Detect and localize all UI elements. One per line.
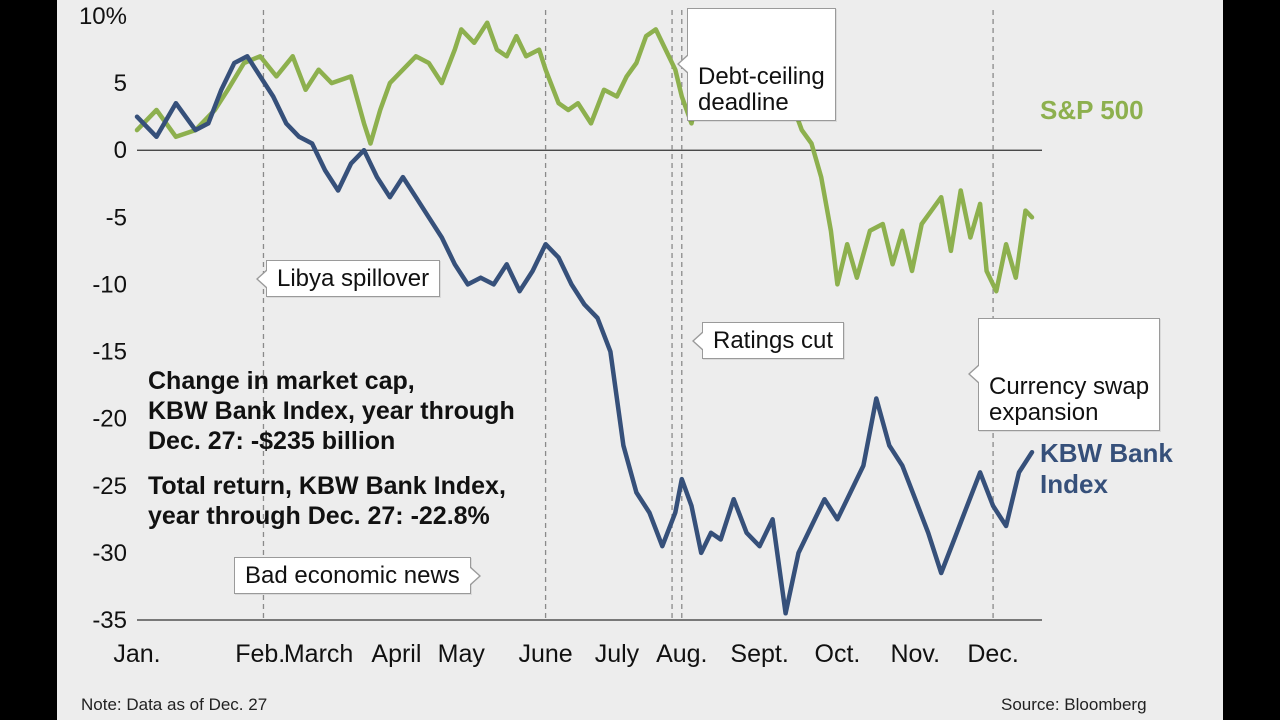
x-tick-label: May xyxy=(438,640,486,668)
y-tick-label: 5 xyxy=(114,70,127,97)
x-tick-label: April xyxy=(371,640,421,668)
tick-layer: 10% 5 0 -5 -10 -15 -20 -25 -30 -35 Jan. Feb.March Ap… xyxy=(79,3,1019,668)
callout-libya-label: Libya spillover xyxy=(277,265,430,292)
x-tick-label: Aug. xyxy=(656,640,707,668)
sp500-line xyxy=(134,20,1035,294)
callout-pointer-fill xyxy=(258,269,268,288)
kbw-series-label: KBW Bank Index xyxy=(1040,438,1173,500)
callout-currency-swap-label: Currency swap expansion xyxy=(989,373,1150,426)
x-tick-label: Dec. xyxy=(967,640,1018,668)
x-tick-label: Jan. xyxy=(113,640,160,668)
x-tick-label: June xyxy=(518,640,572,668)
total-return-annotation: Total return, KBW Bank Index, year throu… xyxy=(148,472,506,530)
callout-debt-ceiling-label: Debt-ceiling deadline xyxy=(698,63,825,116)
callout-ratings-cut-label: Ratings cut xyxy=(713,327,834,354)
callout-debt-ceiling: Debt-ceiling deadline xyxy=(677,8,836,121)
callout-currency-swap: Currency swap expansion xyxy=(968,318,1161,431)
y-tick-label: 0 xyxy=(114,137,127,164)
line-chart: 10% 5 0 -5 -10 -15 -20 -25 -30 -35 Jan. Feb.March Ap… xyxy=(79,3,1042,668)
chart-note: Note: Data as of Dec. 27 xyxy=(81,695,268,714)
sp500-series-label: S&P 500 xyxy=(1040,95,1144,125)
callout-pointer-fill xyxy=(468,566,479,585)
callout-ratings-cut: Ratings cut xyxy=(692,322,845,360)
x-tick-label: July xyxy=(595,640,640,668)
line-layer xyxy=(134,20,1035,616)
x-tick-label: Oct. xyxy=(815,640,861,668)
y-tick-label: -25 xyxy=(92,473,127,500)
x-tick-label: Sept. xyxy=(730,640,788,668)
chart-source: Source: Bloomberg xyxy=(1001,695,1147,714)
market-cap-annotation: Change in market cap, KBW Bank Index, ye… xyxy=(148,367,515,455)
x-tick-label: March xyxy=(284,640,353,668)
chart-panel: 10% 5 0 -5 -10 -15 -20 -25 -30 -35 Jan. Feb. March Ap… xyxy=(57,0,1223,720)
y-tick-label: -5 xyxy=(106,204,127,231)
callout-pointer-fill xyxy=(694,331,704,350)
callout-bad-news-label: Bad economic news xyxy=(245,562,460,589)
y-tick-label: -10 xyxy=(92,271,127,298)
callout-pointer-fill xyxy=(970,365,980,384)
y-tick-label: -30 xyxy=(92,540,127,567)
callout-bad-economic-news: Bad economic news xyxy=(234,557,481,595)
x-tick-label: Feb. xyxy=(235,640,285,668)
kbw-bank-index-line xyxy=(134,54,1035,616)
y-tick-label: -35 xyxy=(92,607,127,634)
callout-libya-spillover: Libya spillover xyxy=(256,260,441,298)
x-tick-label: Nov. xyxy=(890,640,940,668)
y-tick-label: 10% xyxy=(79,3,127,30)
callout-pointer-fill xyxy=(679,55,689,74)
y-tick-label: -15 xyxy=(92,339,127,366)
y-tick-label: -20 xyxy=(92,406,127,433)
